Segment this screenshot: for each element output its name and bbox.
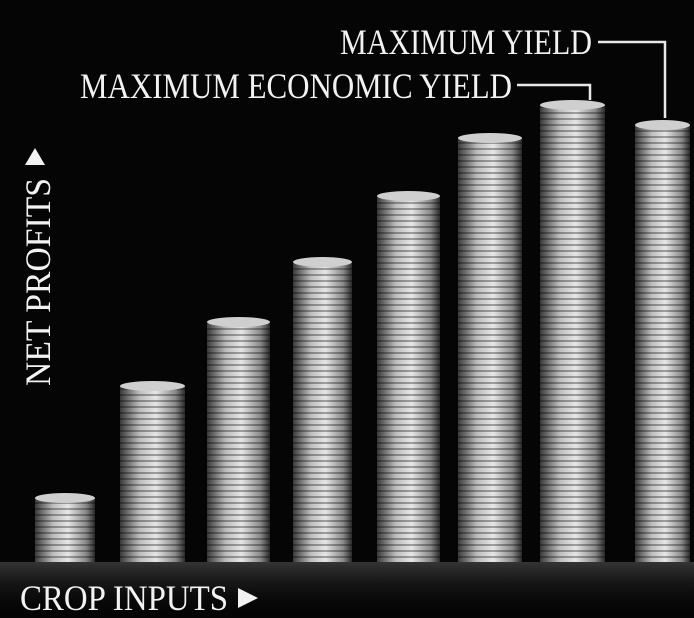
photo: MAXIMUM YIELD MAXIMUM ECONOMIC YIELD NET…: [0, 0, 694, 618]
coin-ridges: [458, 138, 522, 562]
coin-top: [635, 120, 690, 130]
y-axis-label: NET PROFITS: [18, 178, 58, 386]
coin-ridges: [207, 322, 270, 562]
x-axis-label: CROP INPUTS: [20, 578, 228, 618]
coin-ridges: [120, 386, 185, 562]
coin-ridges: [35, 498, 95, 562]
coin-top: [207, 317, 270, 327]
coin-top: [35, 493, 95, 503]
coin-ridges: [540, 105, 605, 562]
coin-top: [120, 381, 185, 391]
coin-ridges: [377, 196, 440, 562]
annotation: MAXIMUM ECONOMIC YIELD: [80, 66, 512, 106]
coin-ridges: [635, 125, 690, 562]
coin-top: [293, 257, 352, 267]
coin-top: [458, 133, 522, 143]
coin-top: [377, 191, 440, 201]
annotation: MAXIMUM YIELD: [340, 22, 592, 62]
coin-top: [540, 100, 605, 110]
coin-ridges: [293, 262, 352, 562]
